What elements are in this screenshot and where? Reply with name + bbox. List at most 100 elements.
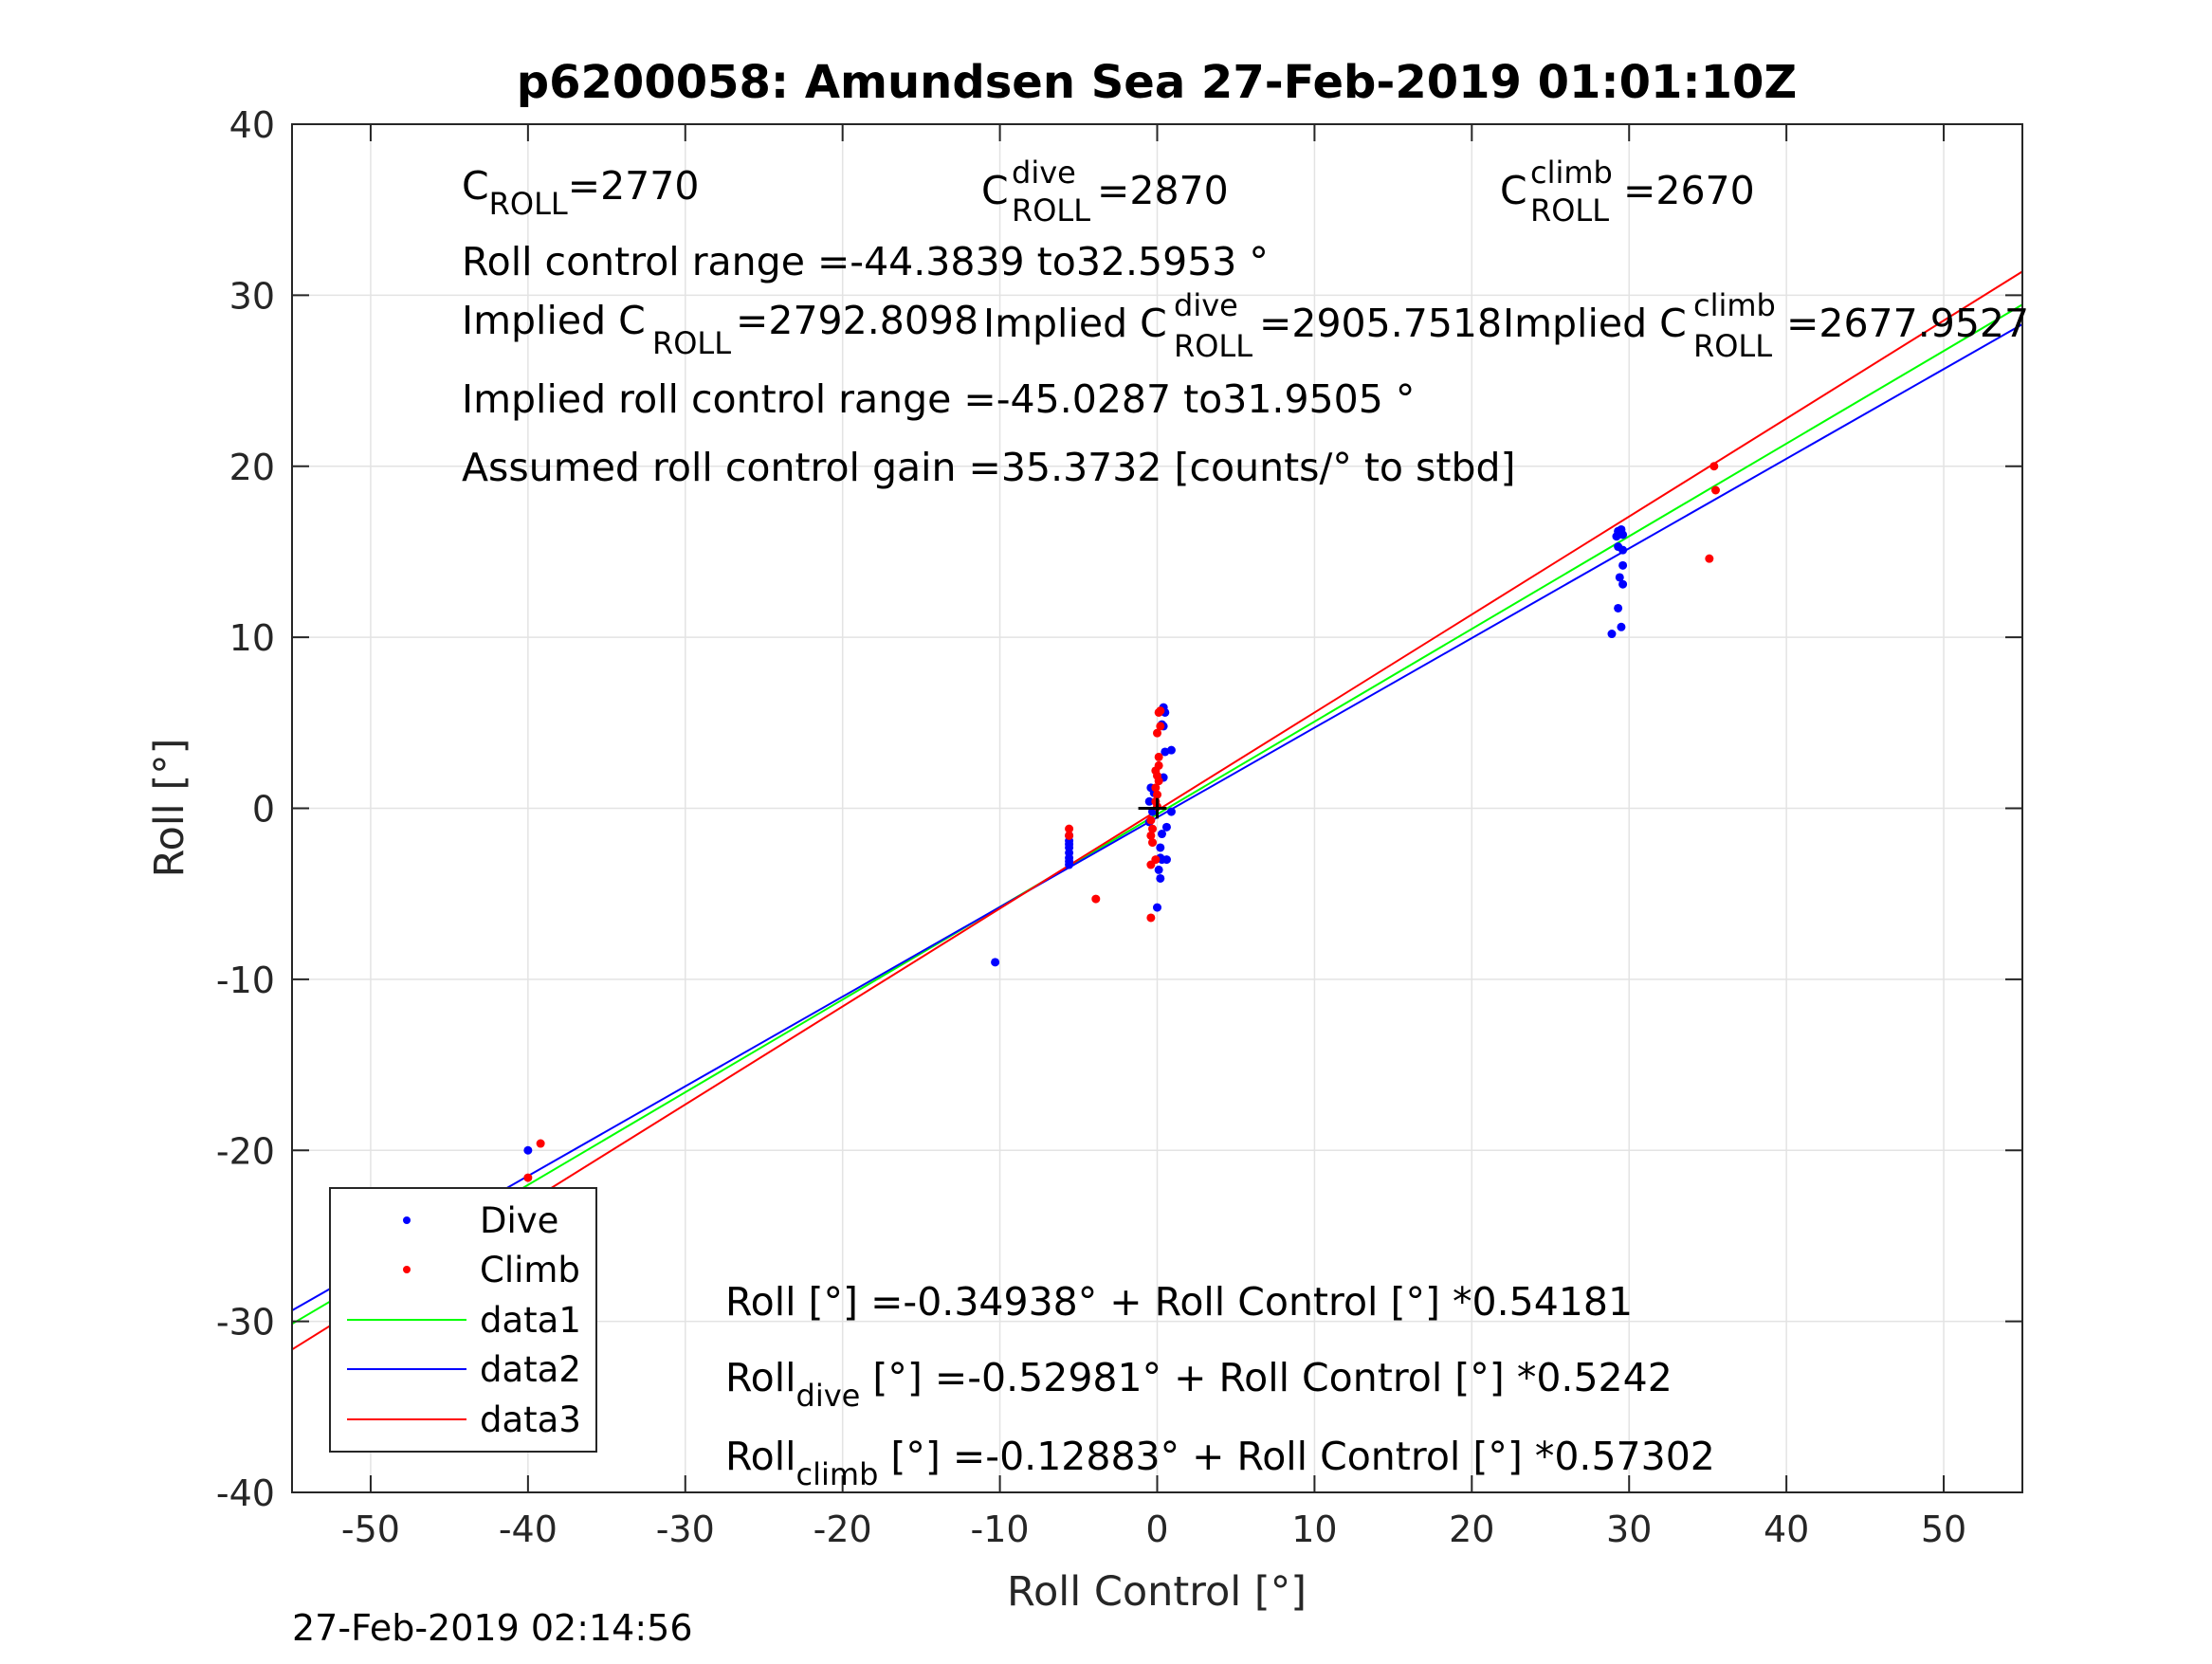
data-point-climb — [1156, 706, 1165, 716]
data-point-climb — [1065, 824, 1074, 833]
data-point-climb — [1146, 831, 1156, 840]
x-tick-label: 40 — [1764, 1509, 1809, 1550]
c-roll-dive-sup: dive — [1012, 155, 1076, 191]
legend-data1-label: data1 — [480, 1300, 581, 1341]
data-point-climb — [1148, 838, 1158, 848]
c-roll-dive-annotation: C — [981, 168, 1009, 213]
y-tick-label: -30 — [216, 1302, 275, 1344]
c-roll-climb-annotation: C — [1500, 168, 1527, 213]
c-roll-annotation: CROLL=2770 — [462, 163, 699, 222]
data-point-climb — [1153, 790, 1161, 799]
data-point-climb — [1146, 815, 1156, 825]
y-tick-label: -10 — [216, 960, 275, 1001]
data-point-climb — [1151, 855, 1161, 865]
y-tick-label: 20 — [229, 447, 275, 488]
x-axis-label: Roll Control [°] — [1007, 1568, 1307, 1616]
implied-c-roll-climb-prefix: Implied C — [1503, 301, 1687, 346]
c-roll-climb-sup: climb — [1530, 155, 1613, 191]
data-point-dive — [1156, 843, 1165, 852]
x-tick-label: 20 — [1449, 1509, 1494, 1550]
data-point-dive — [523, 1145, 533, 1155]
data-point-dive — [1154, 865, 1163, 874]
y-tick-label: 30 — [229, 275, 275, 317]
data-point-climb — [1151, 783, 1161, 793]
implied-c-roll-climb-sub: ROLL — [1693, 328, 1772, 364]
y-tick-label: -40 — [216, 1472, 275, 1514]
data-point-climb — [1148, 824, 1158, 833]
implied-c-roll-dive-sup: dive — [1174, 287, 1238, 323]
data-point-climb — [1156, 722, 1165, 731]
c-roll-climb-value: =2670 — [1623, 168, 1755, 213]
implied-c-roll-dive-value: =2905.7518 — [1259, 301, 1502, 346]
data-point-climb — [1154, 760, 1163, 770]
data-point-dive — [1144, 796, 1154, 806]
y-tick-label: 40 — [229, 104, 275, 146]
y-tick-label: 10 — [229, 617, 275, 659]
data-point-dive — [1618, 545, 1628, 555]
data-point-dive — [1612, 532, 1621, 541]
equation-all: Roll [°] =-0.34938° + Roll Control [°] *… — [725, 1279, 1633, 1325]
c-roll-dive-sub: ROLL — [1012, 192, 1090, 229]
data-point-climb — [1709, 462, 1719, 471]
legend-climb-marker — [403, 1266, 411, 1273]
data-point-climb — [523, 1173, 533, 1182]
data-point-dive — [1157, 830, 1166, 839]
data-point-dive — [1166, 745, 1176, 755]
data-point-climb — [1705, 554, 1714, 563]
data-point-dive — [1161, 822, 1171, 832]
chart-title: p6200058: Amundsen Sea 27-Feb-2019 01:01… — [517, 56, 1797, 109]
x-tick-label: 30 — [1606, 1509, 1652, 1550]
implied-c-roll-climb-value: =2677.9527 — [1786, 301, 2029, 346]
data-point-climb — [1091, 894, 1101, 904]
data-point-dive — [991, 958, 1000, 967]
implied-c-roll-dive-prefix: Implied C — [983, 301, 1167, 346]
implied-c-roll-prefix: Implied C — [462, 298, 646, 343]
data-point-climb — [536, 1139, 545, 1148]
roll-range-annotation: Roll control range =-44.3839 to32.5953 ° — [462, 239, 1269, 284]
legend-data3-label: data3 — [480, 1399, 581, 1440]
data-point-dive — [1618, 579, 1628, 589]
data-point-dive — [1618, 560, 1628, 570]
equation-climb: Rollclimb [°] =-0.12883° + Roll Control … — [725, 1434, 1715, 1492]
x-tick-label: 50 — [1921, 1509, 1966, 1550]
equation-dive: Rolldive [°] =-0.52981° + Roll Control [… — [725, 1355, 1673, 1414]
c-roll-dive-value: =2870 — [1097, 168, 1229, 213]
x-tick-label: 10 — [1291, 1509, 1337, 1550]
c-roll-climb-sub: ROLL — [1530, 192, 1609, 229]
legend-data2-label: data2 — [480, 1349, 581, 1390]
x-tick-label: -30 — [656, 1509, 715, 1550]
data-point-climb — [1153, 728, 1161, 738]
legend-climb-label: Climb — [480, 1250, 580, 1290]
data-point-dive — [1153, 903, 1161, 912]
y-tick-label: 0 — [252, 789, 275, 831]
data-point-climb — [1146, 913, 1156, 923]
implied-c-roll-climb-sup: climb — [1693, 287, 1776, 323]
y-tick-label: -20 — [216, 1130, 275, 1172]
data-point-dive — [1615, 573, 1624, 582]
implied-c-roll-sub: ROLL — [652, 325, 731, 361]
legend-dive-marker — [403, 1216, 411, 1224]
legend-dive-label: Dive — [480, 1200, 558, 1241]
legend: Dive Climb data1 data2 data3 — [329, 1187, 597, 1453]
x-tick-label: -40 — [499, 1509, 558, 1550]
data-point-dive — [1617, 622, 1626, 631]
implied-c-roll-dive-sub: ROLL — [1174, 328, 1252, 364]
data-point-climb — [1154, 752, 1163, 761]
x-tick-label: -10 — [971, 1509, 1030, 1550]
implied-c-roll-value: =2792.8098 — [736, 298, 978, 343]
x-tick-label: 0 — [1145, 1509, 1168, 1550]
data-point-dive — [1614, 603, 1623, 613]
data-point-dive — [1607, 630, 1617, 639]
origin-marker — [1138, 797, 1167, 819]
data-point-climb — [1065, 831, 1074, 840]
x-tick-label: -50 — [341, 1509, 400, 1550]
y-axis-label: Roll [°] — [146, 739, 193, 878]
axis-ticks: -50 -40 -30 -20 -10 0 10 20 30 40 50 -40 -30 -20 -10 0 1… — [216, 104, 2022, 1550]
data-point-dive — [1065, 860, 1074, 869]
data-point-dive — [1166, 807, 1176, 816]
data-point-dive — [1156, 873, 1165, 883]
data-point-climb — [1710, 485, 1720, 495]
timestamp: 27-Feb-2019 02:14:56 — [292, 1607, 693, 1649]
